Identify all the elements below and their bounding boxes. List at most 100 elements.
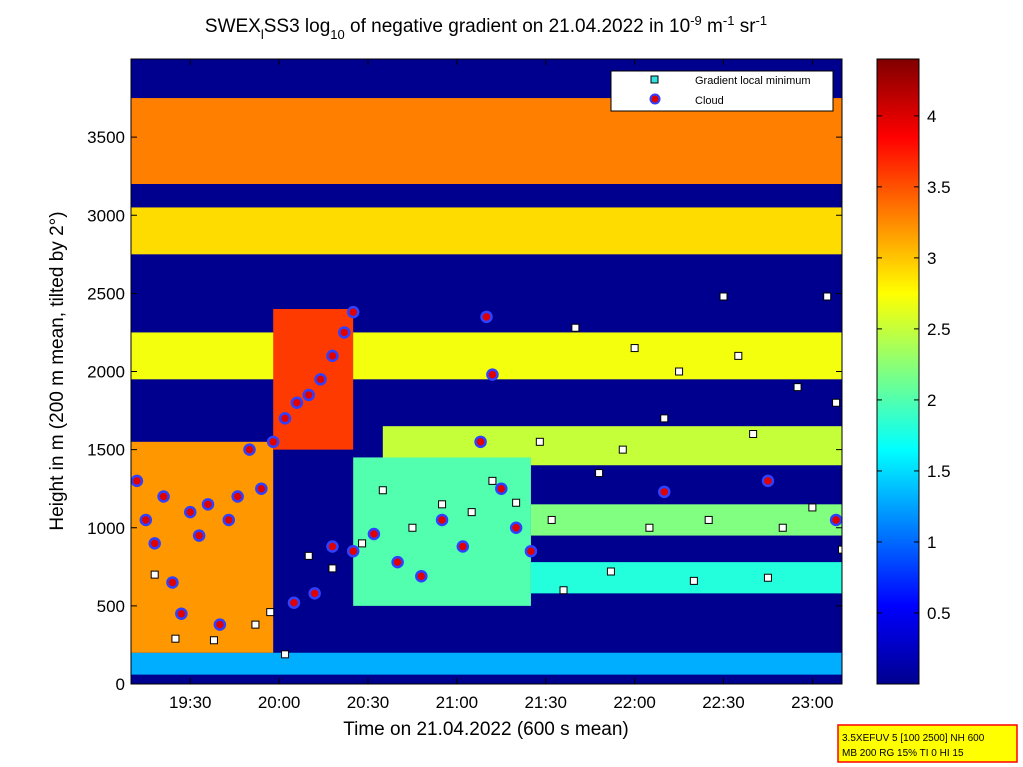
gradient-minimum-marker-2	[209, 636, 218, 645]
cloud-marker-28	[415, 569, 428, 583]
gradient-minimum-marker-5	[281, 650, 290, 659]
x-tick-label-0: 19:30	[169, 693, 212, 712]
cloud-marker-17	[302, 388, 315, 402]
cloud-marker-8	[201, 498, 215, 511]
legend-entry-gradient-minimum: Gradient local minimum	[695, 75, 811, 87]
x-tick-label-6: 22:30	[702, 693, 745, 712]
heatmap-band-5	[530, 562, 842, 594]
y-axis-label: Height in m (200 m mean, tilted by 2°)	[47, 211, 68, 530]
x-tick-label-2: 20:30	[347, 693, 390, 712]
cloud-marker-20	[338, 326, 351, 339]
gradient-minimum-marker-12	[467, 508, 476, 517]
colorbar-tick-label-0: 0.5	[927, 604, 951, 623]
cloud-marker-33	[486, 368, 499, 381]
cloud-marker-14	[266, 435, 280, 449]
cloud-marker-9	[213, 618, 227, 631]
gradient-minimum-marker-3	[251, 620, 260, 629]
gradient-minimum-marker-20	[606, 567, 615, 576]
gradient-minimum-marker-15	[535, 437, 544, 446]
cloud-marker-13	[255, 482, 268, 495]
cloud-marker-6	[184, 505, 197, 519]
legend-box	[610, 70, 834, 112]
info-line-2: MB 200 RG 15% TI 0 HI 15	[842, 748, 964, 759]
cloud-marker-10	[222, 513, 236, 527]
heatmap-band-0	[131, 98, 842, 184]
gradient-minimum-marker-35	[823, 292, 832, 301]
cloud-marker-3	[157, 490, 170, 503]
colorbar	[876, 58, 920, 685]
heatmap-band-4	[530, 504, 842, 536]
y-tick-label-7: 3500	[87, 128, 125, 147]
cloud-marker-36	[524, 544, 538, 558]
y-axis: 0 500 1000 1500 2000 2500 3000 3500	[87, 128, 842, 694]
cloud-marker-18	[314, 373, 327, 386]
y-tick-label-5: 2500	[87, 284, 125, 303]
x-tick-label-1: 20:00	[258, 693, 301, 712]
gradient-minimum-marker-14	[512, 498, 521, 507]
gradient-minimum-marker-36	[832, 398, 841, 407]
cloud-marker-26	[367, 527, 381, 541]
gradient-minimum-marker-28	[719, 292, 728, 301]
gradient-minimum-marker-22	[630, 344, 639, 353]
x-axis: 19:30 20:00 20:30 21:00 21:30 22:00 22:30 23:00	[169, 59, 834, 712]
legend-entry-cloud: Cloud	[695, 95, 724, 107]
cloud-marker-37	[658, 485, 671, 499]
gradient-minimum-marker-34	[808, 503, 817, 512]
cloud-marker-34	[495, 482, 508, 495]
x-tick-label-3: 21:00	[436, 693, 479, 712]
cloud-markers	[131, 305, 842, 631]
cloud-marker-25	[346, 544, 360, 558]
gradient-minimum-marker-10	[408, 523, 417, 532]
cloud-marker-23	[308, 587, 321, 600]
gradient-minimum-marker-11	[438, 500, 447, 509]
x-tick-label-4: 21:30	[524, 693, 567, 712]
cloud-marker-1	[139, 513, 153, 527]
cloud-marker-15	[278, 412, 292, 425]
colorbar-tick-label-4: 2.5	[927, 320, 951, 339]
cloud-marker-30	[456, 540, 470, 553]
gradient-minimum-marker-21	[618, 445, 627, 454]
heatmap-band-1	[131, 207, 842, 255]
gradient-minima-markers	[150, 292, 842, 659]
colorbar-ticks: 0.5 1 1.5 2 2.5 3 3.5 4	[877, 107, 951, 623]
info-box	[837, 724, 1018, 763]
cloud-marker-16	[290, 396, 304, 409]
gradient-minimum-marker-19	[595, 469, 604, 478]
cloud-marker-38	[761, 474, 775, 488]
cloud-marker-2	[148, 537, 161, 550]
y-tick-label-0: 0	[116, 675, 125, 694]
legend-cloud-marker	[649, 93, 661, 105]
colorbar-tick-label-1: 1	[927, 533, 936, 552]
cloud-marker-7	[192, 529, 206, 542]
heatmap-bands	[131, 98, 842, 675]
gradient-minimum-marker-9	[378, 486, 387, 495]
gradient-minimum-marker-32	[778, 523, 787, 532]
gradient-minimum-marker-17	[559, 586, 568, 595]
gradient-minimum-marker-30	[749, 430, 758, 438]
gradient-minimum-marker-23	[645, 523, 654, 532]
gradient-minimum-marker-37	[838, 545, 842, 554]
gradient-minimum-marker-27	[704, 515, 713, 524]
x-tick-label-7: 23:00	[791, 693, 834, 712]
cloud-marker-0	[131, 474, 144, 488]
cloud-marker-11	[231, 490, 244, 503]
x-axis-label: Time on 21.04.2022 (600 s mean)	[343, 719, 629, 740]
cloud-marker-19	[326, 349, 339, 363]
cloud-marker-39	[829, 513, 842, 527]
cloud-marker-12	[243, 443, 256, 456]
gradient-minimum-marker-0	[150, 570, 159, 579]
gradient-minimum-marker-16	[547, 515, 556, 524]
colorbar-tick-label-6: 3.5	[927, 178, 951, 197]
info-line-1: 3.5XEFUV 5 [100 2500] NH 600	[842, 733, 985, 744]
y-tick-label-1: 500	[97, 597, 125, 616]
heatmap-band-6	[131, 652, 842, 675]
colorbar-tick-label-2: 1.5	[927, 462, 951, 481]
cloud-marker-21	[346, 305, 360, 319]
gradient-minimum-marker-25	[675, 367, 684, 376]
heatmap-band-2	[131, 332, 842, 380]
y-tick-label-3: 1500	[87, 441, 125, 460]
cloud-marker-22	[287, 596, 301, 609]
gradient-minimum-marker-8	[358, 539, 367, 548]
y-tick-label-4: 2000	[87, 363, 125, 382]
gradient-minimum-marker-1	[171, 634, 180, 643]
